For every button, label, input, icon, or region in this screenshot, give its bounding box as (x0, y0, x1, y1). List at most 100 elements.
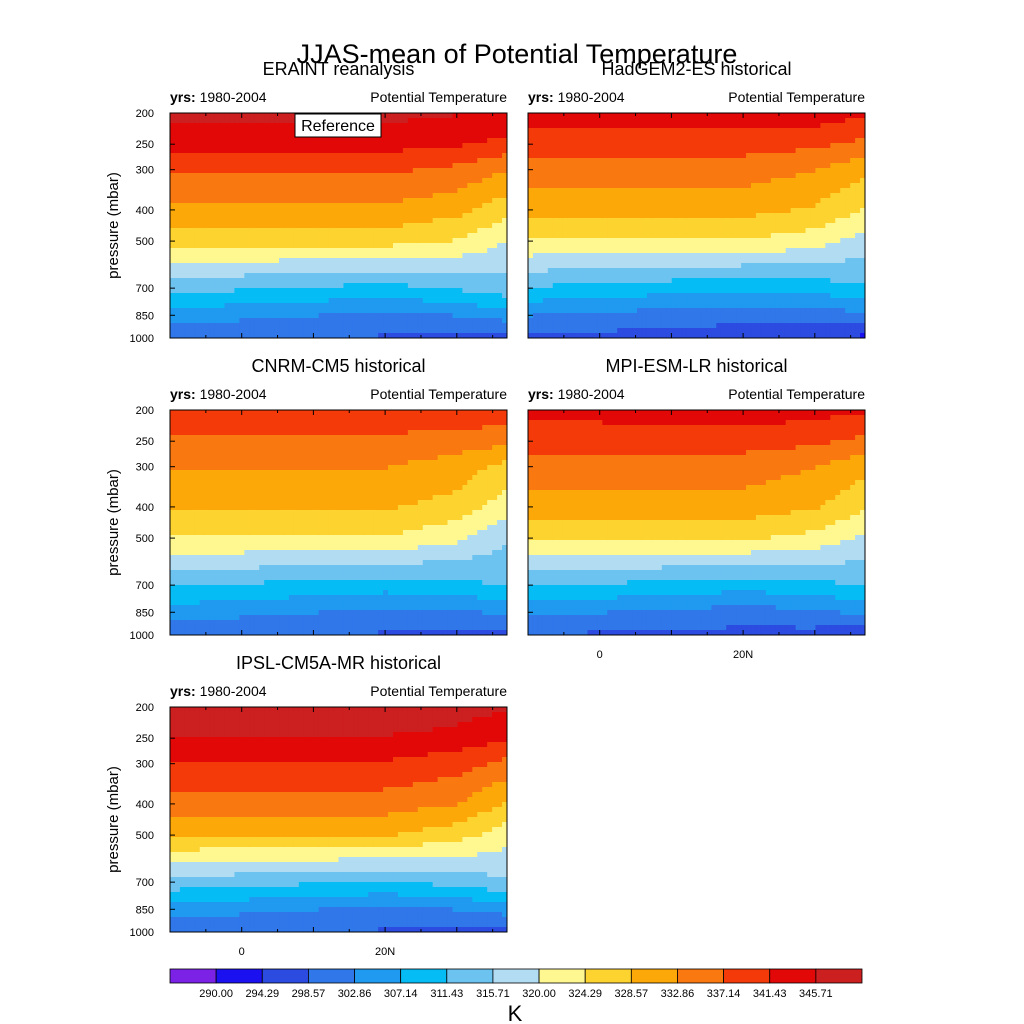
contour-cell (452, 303, 459, 309)
contour-cell (477, 223, 483, 229)
contour-cell (393, 188, 399, 194)
contour-cell (751, 243, 757, 249)
contour-cell (402, 248, 409, 254)
contour-cell (741, 113, 747, 119)
contour-cell (219, 313, 226, 319)
contour-cell (532, 158, 539, 164)
contour-cell (795, 163, 802, 169)
contour-cell (528, 123, 534, 129)
contour-cell (467, 288, 473, 294)
contour-cell (845, 208, 851, 214)
contour-cell (676, 113, 683, 119)
contour-cell (607, 218, 613, 224)
contour-cell (830, 133, 836, 139)
contour-cell (641, 178, 648, 184)
contour-cell (651, 138, 658, 144)
contour-cell (264, 173, 270, 179)
contour-cell (477, 203, 483, 209)
contour-cell (338, 318, 345, 324)
contour-cell (646, 118, 653, 124)
contour-cell (358, 273, 364, 279)
contour-cell (432, 218, 439, 224)
contour-cell (170, 333, 176, 338)
contour-cell (627, 153, 633, 159)
contour-cell (542, 163, 549, 169)
contour-cell (770, 168, 777, 174)
contour-cell (706, 113, 712, 119)
contour-cell (587, 228, 594, 234)
contour-cell (502, 218, 507, 224)
contour-cell (676, 198, 683, 204)
contour-cell (432, 333, 439, 338)
contour-cell (199, 238, 206, 244)
contour-cell (661, 153, 668, 159)
contour-cell (338, 228, 345, 234)
contour-cell (572, 143, 579, 149)
contour-cell (671, 198, 678, 204)
contour-cell (462, 113, 468, 119)
contour-cell (239, 153, 245, 159)
contour-cell (711, 188, 717, 194)
contour-cell (194, 223, 201, 229)
contour-cell (795, 113, 802, 119)
contour-cell (820, 193, 826, 199)
contour-cell (681, 183, 688, 189)
contour-cell (343, 208, 350, 214)
contour-cell (542, 133, 549, 139)
contour-cell (751, 183, 757, 189)
contour-cell (318, 168, 325, 174)
contour-cell (736, 233, 742, 239)
contour-cell (259, 148, 265, 154)
contour-cell (562, 198, 569, 204)
contour-cell (627, 148, 633, 154)
contour-cell (577, 223, 584, 229)
contour-cell (179, 203, 186, 209)
contour-cell (323, 243, 330, 249)
contour-cell (363, 273, 369, 279)
contour-cell (691, 178, 698, 184)
contour-cell (373, 138, 379, 144)
contour-cell (731, 188, 737, 194)
contour-cell (259, 128, 265, 134)
contour-cell (427, 198, 434, 204)
contour-cell (820, 218, 826, 224)
contour-cell (209, 318, 216, 324)
contour-cell (557, 218, 564, 224)
contour-cell (547, 168, 554, 174)
contour-cell (765, 223, 772, 229)
contour-cell (204, 183, 211, 189)
contour-cell (244, 183, 250, 189)
contour-cell (194, 248, 201, 254)
contour-cell (353, 293, 359, 299)
contour-cell (368, 318, 374, 324)
contour-cell (417, 253, 424, 259)
contour-cell (666, 163, 673, 169)
contour-cell (731, 118, 737, 124)
contour-cell (850, 163, 856, 169)
contour-cell (254, 228, 260, 234)
contour-cell (239, 253, 245, 259)
contour-cell (288, 228, 295, 234)
contour-cell (746, 198, 752, 204)
contour-cell (170, 173, 176, 179)
contour-cell (402, 323, 409, 329)
contour-cell (850, 223, 856, 229)
contour-cell (209, 153, 216, 159)
contour-cell (189, 198, 196, 204)
contour-cell (170, 178, 176, 184)
contour-cell (224, 258, 231, 264)
contour-cell (765, 148, 772, 154)
contour-cell (815, 203, 821, 209)
contour-cell (269, 173, 275, 179)
contour-cell (617, 233, 623, 239)
contour-cell (567, 148, 574, 154)
contour-cell (412, 123, 419, 129)
contour-cell (582, 233, 589, 239)
contour-cell (437, 258, 444, 264)
contour-cell (627, 223, 633, 229)
contour-cell (214, 158, 221, 164)
contour-cell (194, 188, 201, 194)
contour-cell (234, 168, 240, 174)
contour-cell (204, 303, 211, 309)
contour-cell (447, 148, 454, 154)
